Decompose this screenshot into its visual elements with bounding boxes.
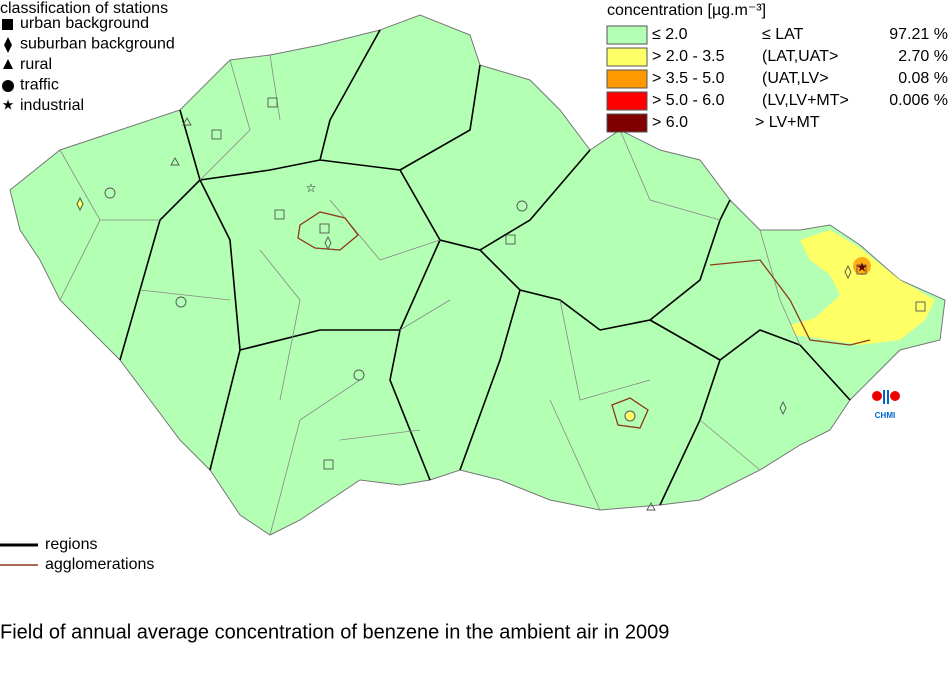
logo: CHMI bbox=[872, 390, 900, 420]
legend-range: > 3.5 - 5.0 bbox=[652, 70, 725, 87]
station-legend-title: classification of stations bbox=[0, 0, 168, 17]
svg-text:☆: ☆ bbox=[306, 181, 317, 195]
line-legend-item: regions bbox=[45, 536, 97, 553]
legend-limit: > LV+MT bbox=[755, 114, 820, 131]
legend-swatch bbox=[606, 25, 648, 45]
legend-share: 97.21 % bbox=[889, 26, 948, 43]
station-legend-item: traffic bbox=[20, 77, 59, 94]
agglomeration-border bbox=[297, 211, 871, 429]
svg-text:★: ★ bbox=[856, 259, 868, 274]
legend-swatch bbox=[606, 113, 648, 133]
svg-text:★: ★ bbox=[2, 97, 15, 113]
legend-share: 0.08 % bbox=[898, 70, 948, 87]
concentration-legend-title: concentration [µg.m⁻³] bbox=[607, 2, 766, 19]
line-legend-item: agglomerations bbox=[45, 556, 154, 573]
legend-range: > 5.0 - 6.0 bbox=[652, 92, 725, 109]
legend-limit: (LV,LV+MT> bbox=[762, 92, 849, 109]
legend-swatch bbox=[606, 91, 648, 111]
legend-range: > 6.0 bbox=[652, 114, 688, 131]
station-legend-item: urban background bbox=[20, 15, 149, 32]
hotspot bbox=[853, 257, 871, 275]
legend-swatch bbox=[606, 69, 648, 89]
country bbox=[9, 14, 946, 536]
legend-share: 0.006 % bbox=[889, 92, 948, 109]
legend-swatch bbox=[606, 47, 648, 67]
map: ☆ ★ bbox=[9, 14, 946, 536]
station-legend-item: industrial bbox=[20, 97, 84, 114]
district-border bbox=[59, 54, 801, 536]
line-legend bbox=[0, 543, 38, 566]
legend-limit: (LAT,UAT> bbox=[762, 48, 838, 65]
logo-text: CHMI bbox=[875, 411, 895, 420]
station-legend-item: rural bbox=[20, 56, 52, 73]
station-legend: classification of stations ★ bbox=[0, 0, 168, 112]
legend-range: > 2.0 - 3.5 bbox=[652, 48, 725, 65]
caption: Field of annual average concentration of… bbox=[0, 621, 669, 643]
legend-range: ≤ 2.0 bbox=[652, 26, 688, 43]
stations: ☆ ★ bbox=[76, 97, 926, 511]
legend-share: 2.70 % bbox=[898, 48, 948, 65]
legend-limit: (UAT,LV> bbox=[762, 70, 829, 87]
legend-limit: ≤ LAT bbox=[762, 26, 804, 43]
exceedance-area bbox=[790, 230, 935, 345]
station-legend-item: suburban background bbox=[20, 36, 175, 53]
